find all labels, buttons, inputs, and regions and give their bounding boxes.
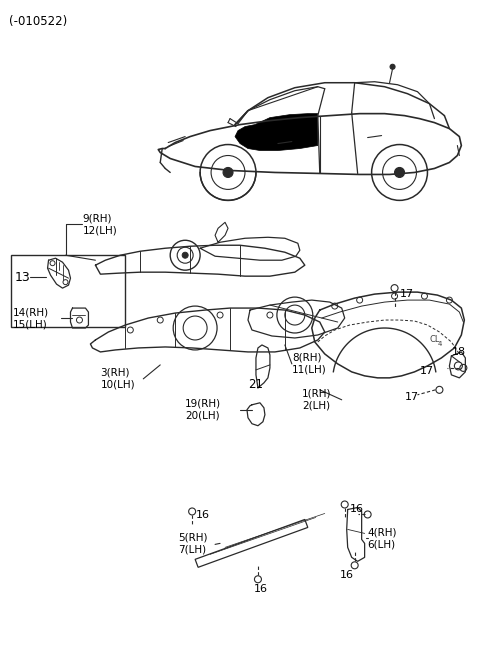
- Circle shape: [182, 252, 188, 258]
- Text: 13: 13: [15, 271, 30, 283]
- Text: 9(RH): 9(RH): [83, 213, 112, 223]
- Text: CL: CL: [430, 336, 440, 344]
- Circle shape: [395, 167, 405, 177]
- Bar: [11, 256, 125, 327]
- Text: 16: 16: [196, 510, 210, 520]
- Text: 14(RH): 14(RH): [12, 307, 49, 317]
- Text: 15(LH): 15(LH): [12, 319, 48, 329]
- Text: 8(RH): 8(RH): [292, 353, 321, 363]
- Text: (-010522): (-010522): [9, 15, 67, 28]
- Text: 17: 17: [405, 392, 419, 402]
- Text: 7(LH): 7(LH): [178, 544, 206, 554]
- Text: 11(LH): 11(LH): [292, 365, 326, 375]
- Text: 19(RH): 19(RH): [185, 399, 221, 409]
- Circle shape: [223, 167, 233, 177]
- Text: 5(RH): 5(RH): [178, 532, 208, 542]
- Text: 17: 17: [399, 289, 414, 299]
- Text: 16: 16: [350, 504, 364, 514]
- Text: 12(LH): 12(LH): [83, 225, 117, 235]
- Text: 6(LH): 6(LH): [368, 540, 396, 549]
- Polygon shape: [235, 114, 318, 150]
- Text: 20(LH): 20(LH): [185, 410, 220, 421]
- Text: 1(RH): 1(RH): [302, 389, 331, 399]
- Text: 4: 4: [437, 341, 442, 347]
- Text: 21: 21: [248, 379, 263, 391]
- Circle shape: [390, 64, 395, 70]
- Text: 16: 16: [254, 585, 268, 594]
- Text: 18: 18: [451, 347, 466, 357]
- Text: 4(RH): 4(RH): [368, 528, 397, 538]
- Text: 2(LH): 2(LH): [302, 401, 330, 411]
- Text: 16: 16: [340, 570, 354, 581]
- Text: 17: 17: [420, 366, 433, 376]
- Text: 3(RH): 3(RH): [100, 368, 130, 378]
- Text: 10(LH): 10(LH): [100, 380, 135, 390]
